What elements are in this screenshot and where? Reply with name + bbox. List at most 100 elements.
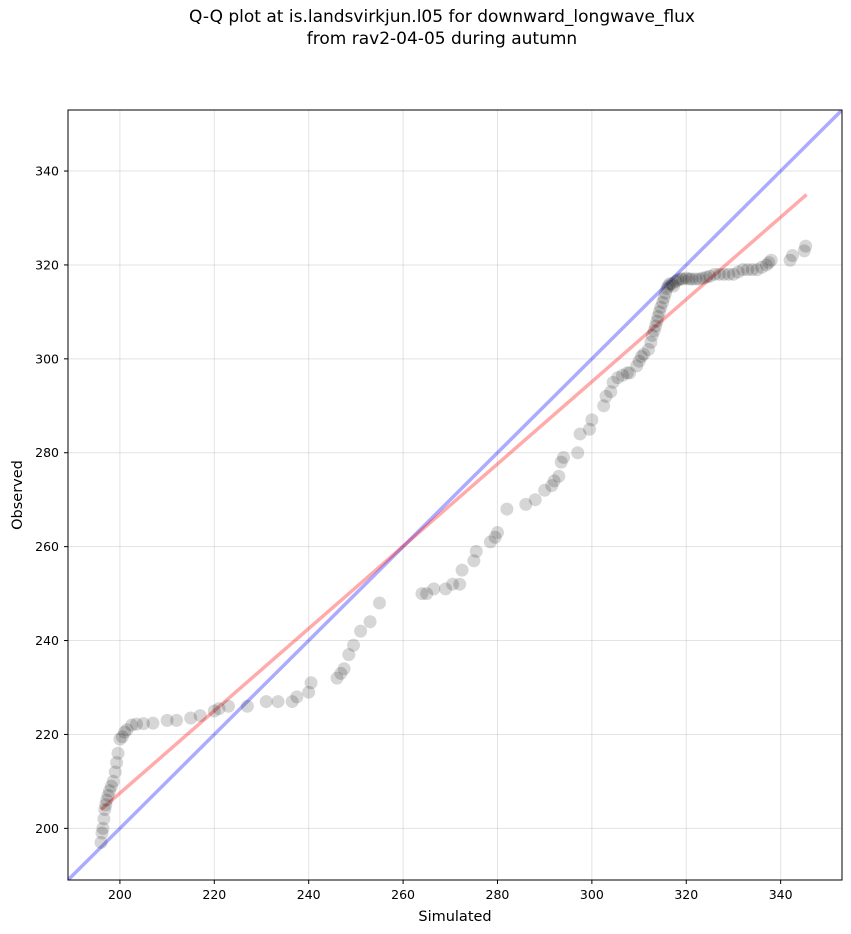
data-point (682, 272, 696, 286)
data-point (95, 826, 109, 840)
data-point (372, 596, 386, 610)
chart-title-line-1: Q-Q plot at is.landsvirkjun.l05 for down… (189, 7, 695, 27)
data-point (207, 704, 221, 718)
data-point (108, 765, 122, 779)
data-point (797, 244, 811, 258)
data-point (654, 300, 668, 314)
data-points (94, 239, 813, 849)
data-point (420, 587, 434, 601)
data-point (290, 690, 304, 704)
x-tick-label: 340 (769, 887, 793, 902)
chart-title-line-2: from rav2-04-05 during autumn (306, 29, 578, 49)
data-point (645, 328, 659, 342)
data-point (99, 798, 113, 812)
data-point (661, 279, 675, 293)
data-point (620, 366, 634, 380)
data-point (674, 272, 688, 286)
data-point (741, 263, 755, 277)
y-tick-label: 260 (35, 539, 59, 554)
data-point (759, 258, 773, 272)
data-point (571, 446, 585, 460)
data-point (415, 587, 429, 601)
data-point (597, 399, 611, 413)
chart-title: Q-Q plot at is.landsvirkjun.l05 for down… (0, 6, 851, 50)
data-point (488, 530, 502, 544)
data-point (783, 253, 797, 267)
x-axis-label: Simulated (418, 909, 491, 925)
data-point (129, 717, 143, 731)
data-point (583, 422, 597, 436)
y-axis-label: Observed (10, 460, 26, 530)
data-point (334, 666, 348, 680)
data-point (669, 274, 683, 288)
data-point (663, 277, 677, 291)
data-point (647, 324, 661, 338)
data-point (750, 263, 764, 277)
data-point (427, 582, 441, 596)
data-point (101, 788, 115, 802)
data-point (94, 835, 108, 849)
data-point (467, 554, 481, 568)
data-point (330, 671, 344, 685)
data-point (660, 281, 674, 295)
data-point (644, 335, 658, 349)
y-tick-label: 300 (35, 351, 59, 366)
data-point (552, 469, 566, 483)
data-point (439, 582, 453, 596)
data-point (259, 695, 273, 709)
data-point (667, 279, 681, 293)
data-point (755, 260, 769, 274)
data-point (113, 732, 127, 746)
data-point (696, 271, 710, 285)
data-point (184, 711, 198, 725)
data-point (528, 493, 542, 507)
data-point (363, 615, 377, 629)
data-point (658, 286, 672, 300)
data-point (703, 269, 717, 283)
data-point (120, 723, 134, 737)
data-point (649, 319, 663, 333)
data-point (146, 716, 160, 730)
plot-frame (67, 109, 843, 881)
data-point (785, 249, 799, 263)
x-axis-ticks: 200 220 240 260 280 300 320 340 (108, 880, 793, 902)
x-tick-label: 280 (486, 887, 510, 902)
data-point (483, 535, 497, 549)
data-point (656, 296, 670, 309)
data-point (712, 267, 726, 281)
data-point (271, 695, 285, 709)
data-point (722, 267, 736, 281)
grid (68, 110, 842, 880)
data-point (160, 713, 174, 727)
data-point (679, 271, 693, 285)
data-point (630, 359, 644, 373)
data-point (446, 577, 460, 591)
data-point (337, 662, 351, 676)
data-point (726, 267, 740, 281)
data-point (700, 270, 714, 284)
data-point (736, 263, 750, 277)
data-point (97, 812, 111, 826)
data-point (604, 385, 618, 399)
data-point (616, 368, 630, 382)
data-point (193, 709, 207, 723)
data-point (632, 354, 646, 368)
data-point (692, 272, 706, 286)
data-point (764, 253, 778, 267)
data-point (354, 624, 368, 638)
data-point (671, 273, 685, 287)
data-point (650, 314, 664, 328)
data-point (96, 821, 110, 835)
fit-line (99, 193, 808, 811)
data-point (557, 450, 571, 464)
data-point (285, 695, 299, 709)
data-point (573, 427, 587, 441)
data-point (657, 291, 671, 305)
data-point (538, 483, 552, 497)
data-point (304, 676, 318, 690)
x-tick-label: 220 (202, 887, 226, 902)
y-tick-label: 320 (35, 257, 59, 272)
data-point (611, 371, 625, 385)
y-tick-label: 200 (35, 821, 59, 836)
x-tick-label: 240 (297, 887, 321, 902)
